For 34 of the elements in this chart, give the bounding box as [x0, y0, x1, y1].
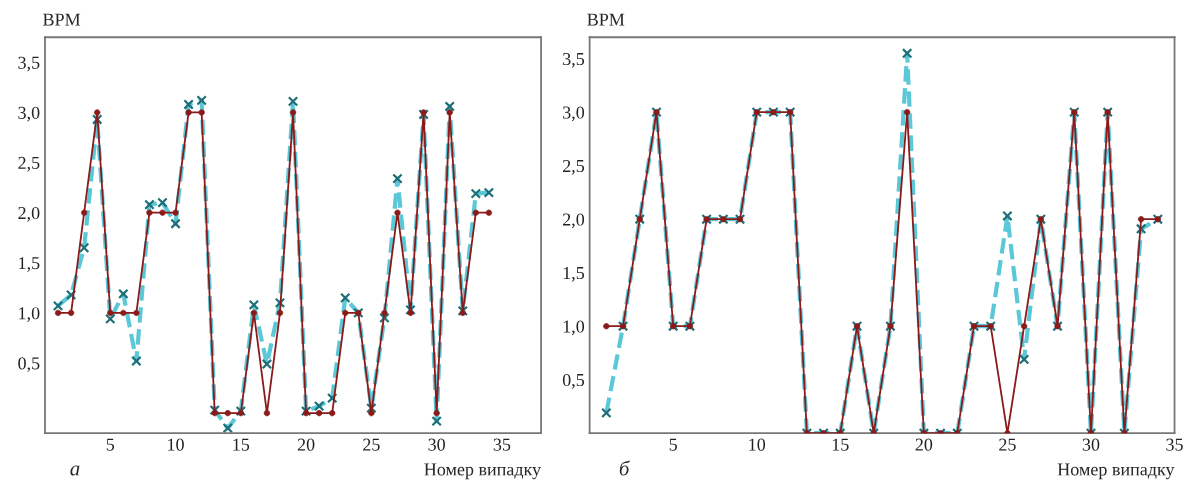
y-tick-label: 3,5 [563, 52, 585, 68]
x-tick-label: 35 [1166, 438, 1183, 451]
y-tick-label: 1,5 [563, 267, 585, 282]
y-tick-label: 3,5 [18, 56, 40, 72]
y-axis-title: ВРМ [587, 13, 625, 26]
y-tick-label: 2,5 [18, 156, 40, 172]
x-tick-label: 35 [493, 438, 511, 451]
y-tick-label: 3,0 [18, 106, 40, 122]
y-tick-label: 2,0 [562, 213, 585, 229]
x-axis-title: Номер випадку [1057, 463, 1175, 480]
x-tick-label: 30 [428, 438, 445, 451]
y-tick-label: 0,5 [562, 373, 585, 389]
x-tick-label: 20 [915, 438, 933, 451]
x-tick-label: 15 [832, 438, 849, 451]
y-tick-label: 3,0 [563, 106, 585, 122]
y-tick-label: 0,5 [18, 357, 40, 373]
y-tick-label: 1,0 [563, 320, 585, 336]
x-tick-label: 30 [1082, 438, 1100, 451]
text: б [619, 460, 630, 476]
y-tick-label: 1,0 [19, 307, 40, 322]
y-tick-label: 1,5 [19, 257, 40, 272]
y-tick-label: 2,0 [18, 206, 40, 222]
y-tick-label: 2,5 [562, 159, 585, 175]
text: а [70, 465, 80, 476]
x-tick-label: 5 [669, 438, 677, 451]
x-tick-label: 25 [999, 438, 1016, 451]
x-tick-label: 10 [168, 438, 184, 451]
x-tick-label: 25 [363, 438, 380, 451]
x-tick-label: 5 [106, 438, 115, 451]
x-tick-label: 15 [233, 438, 250, 451]
x-tick-label: 20 [297, 438, 315, 451]
y-axis-title: ВРМ [43, 13, 81, 26]
x-tick-label: 10 [749, 438, 766, 451]
x-axis-title: Номер випадку [424, 463, 542, 480]
